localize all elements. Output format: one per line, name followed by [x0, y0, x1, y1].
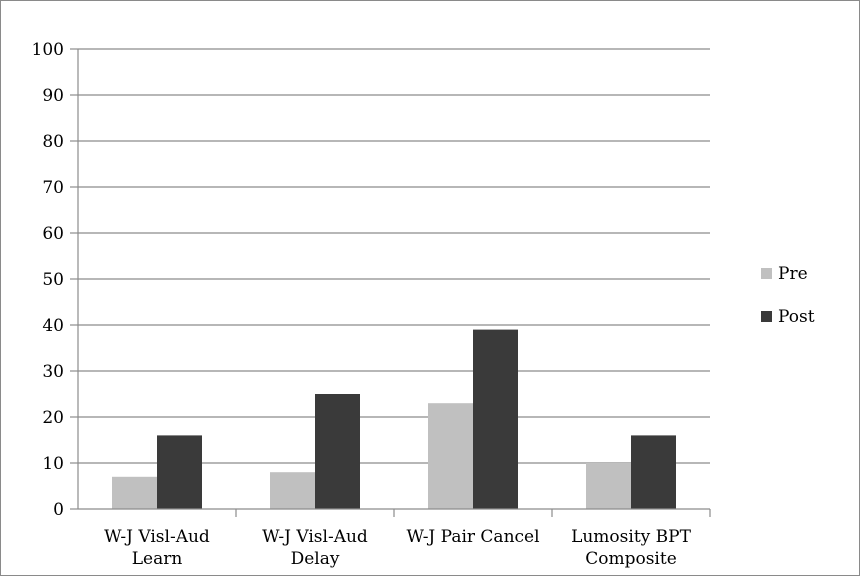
legend-label-pre: Pre	[778, 264, 808, 284]
x-tick-label-line: W-J Visl-Aud	[262, 527, 368, 547]
bar-pre-1	[270, 472, 315, 509]
bars	[112, 329, 676, 509]
x-tick-label-line: Composite	[585, 549, 677, 569]
x-tick-label: W-J Visl-Aud Delay	[262, 527, 368, 569]
y-tick-label: 30	[42, 362, 64, 382]
y-tick-label: 20	[42, 408, 64, 428]
y-tick-label: 100	[32, 40, 64, 60]
bar-post-2	[473, 329, 518, 509]
y-tick-label: 10	[42, 454, 64, 474]
legend-label-post: Post	[778, 307, 815, 327]
x-tick-label: Lumosity BPT Composite	[571, 527, 692, 569]
bar-post-0	[157, 435, 202, 509]
legend: Pre Post	[761, 264, 815, 327]
x-tick-label-line: Delay	[291, 549, 340, 569]
bar-post-1	[315, 394, 360, 509]
y-tick-label: 0	[53, 500, 64, 520]
y-tick-label: 50	[42, 270, 64, 290]
y-tick-label: 80	[42, 132, 64, 152]
x-tick-label-line: W-J Pair Cancel	[406, 527, 539, 547]
legend-swatch-pre	[761, 268, 772, 279]
bar-pre-2	[428, 403, 473, 509]
x-tick-label-line: W-J Visl-Aud	[104, 527, 210, 547]
x-tick-label-line: Lumosity BPT	[571, 527, 692, 547]
legend-swatch-post	[761, 311, 772, 322]
y-tick-label: 60	[42, 224, 64, 244]
x-tick-label: W-J Pair Cancel	[406, 527, 539, 547]
bar-pre-0	[112, 476, 157, 509]
bar-post-3	[631, 435, 676, 509]
x-tick-label-line: Learn	[132, 549, 183, 569]
y-tick-label: 70	[42, 178, 64, 198]
bar-pre-3	[586, 463, 631, 509]
x-tick-label: W-J Visl-Aud Learn	[104, 527, 210, 569]
y-tick-label: 90	[42, 86, 64, 106]
y-tick-label: 40	[42, 316, 64, 336]
